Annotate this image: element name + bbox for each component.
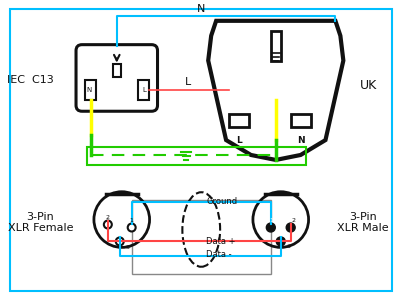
Text: N: N	[197, 4, 206, 14]
Bar	[132, 200, 271, 274]
Text: Data +: Data +	[206, 237, 236, 246]
Text: 1: 1	[269, 218, 273, 223]
Circle shape	[116, 238, 124, 245]
Text: 2: 2	[106, 215, 110, 220]
Text: 2: 2	[292, 218, 296, 223]
Text: L: L	[143, 87, 146, 93]
Text: 3-Pin
XLR Male: 3-Pin XLR Male	[338, 212, 389, 233]
Text: L: L	[236, 136, 242, 145]
Text: Data -: Data -	[206, 250, 232, 259]
Text: 3: 3	[287, 244, 291, 249]
Circle shape	[276, 237, 285, 246]
Text: N: N	[86, 87, 92, 93]
Text: Ground: Ground	[206, 197, 237, 206]
Text: IEC  C13: IEC C13	[7, 75, 54, 85]
Circle shape	[266, 223, 275, 232]
Circle shape	[128, 224, 136, 232]
Bar	[87, 147, 306, 165]
Text: 3: 3	[126, 245, 130, 250]
Circle shape	[104, 220, 112, 229]
Text: 1: 1	[130, 218, 134, 223]
Circle shape	[286, 223, 295, 232]
Text: 3-Pin
XLR Female: 3-Pin XLR Female	[8, 212, 73, 233]
Text: UK: UK	[360, 79, 377, 92]
Text: N: N	[297, 136, 304, 145]
Text: L: L	[185, 77, 192, 87]
